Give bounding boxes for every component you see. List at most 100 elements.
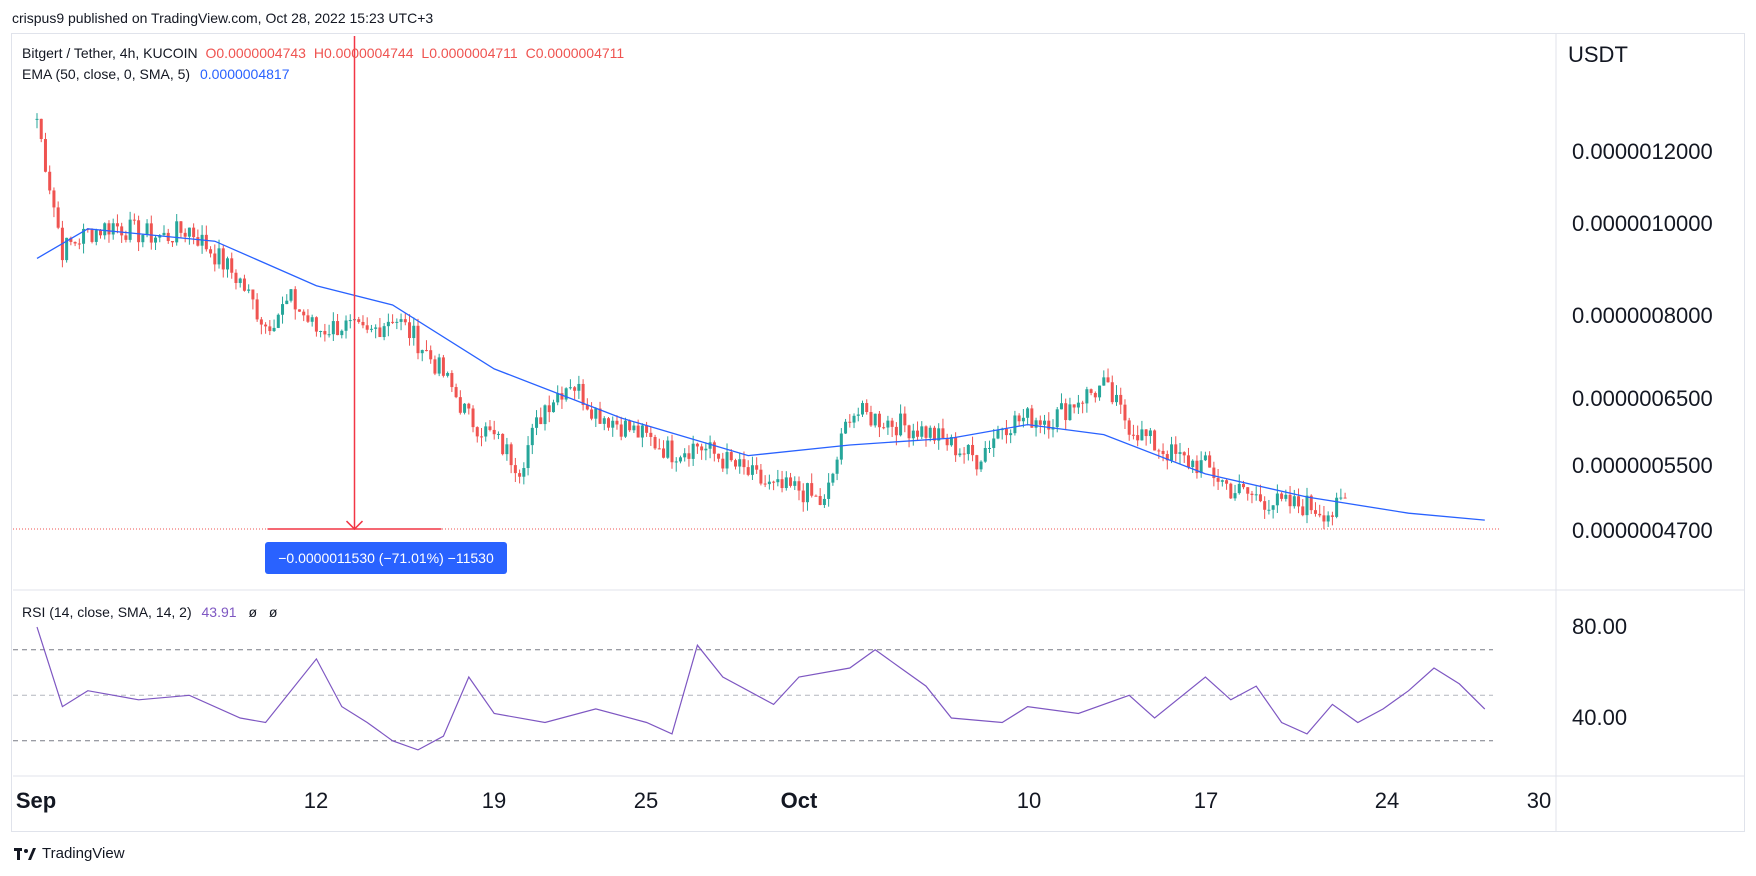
candle-body: [39, 118, 43, 140]
candle-body: [73, 241, 77, 244]
ema-legend[interactable]: EMA (50, close, 0, SMA, 5) 0.0000004817: [22, 66, 290, 82]
candle-body: [607, 418, 610, 428]
candle-body: [623, 420, 627, 437]
candle-body: [1017, 415, 1021, 422]
candle-body: [369, 328, 373, 330]
candle-body: [746, 467, 750, 475]
candle-body: [1072, 404, 1076, 408]
candle-body: [1271, 505, 1275, 510]
candle-body: [1034, 420, 1038, 428]
candle-body: [958, 453, 962, 456]
candle-body: [441, 357, 445, 376]
candle-body: [784, 477, 788, 489]
candle-body: [255, 299, 259, 320]
candle-body: [1242, 483, 1245, 488]
candle-body: [670, 440, 674, 463]
publisher-line: crispus9 published on TradingView.com, O…: [12, 10, 434, 26]
candle-body: [911, 430, 915, 439]
candle-body: [454, 387, 458, 398]
candle-body: [1301, 506, 1305, 516]
candle-body: [861, 403, 864, 415]
price-tick: 0.0000005500: [1572, 453, 1713, 478]
candle-body: [805, 483, 809, 503]
candle-body: [924, 426, 928, 438]
candle-body: [971, 444, 975, 456]
candle-body: [128, 219, 132, 240]
candle-body: [496, 433, 500, 435]
candle-body: [323, 331, 327, 335]
candle-body: [932, 427, 936, 441]
candle-body: [793, 481, 797, 486]
measure-label[interactable]: −0.0000011530 (−71.01%) −11530: [265, 542, 507, 574]
candle-body: [678, 457, 682, 462]
candle-body: [1165, 454, 1169, 461]
candle-body: [509, 444, 513, 466]
candle-body: [94, 230, 98, 242]
candle-body: [772, 481, 776, 483]
candle-body: [297, 309, 301, 312]
candle-body: [115, 223, 119, 227]
candle-body: [48, 171, 52, 191]
candle-body: [996, 430, 1000, 439]
candle-body: [581, 383, 585, 406]
candle-body: [272, 327, 276, 332]
candle-body: [107, 223, 111, 235]
candle-body: [628, 420, 632, 431]
candle-body: [949, 437, 953, 446]
rsi-tick: 80.00: [1572, 614, 1628, 639]
candle-body: [1115, 394, 1118, 403]
candle-body: [1178, 452, 1182, 454]
candle-body: [632, 425, 636, 431]
candle-body: [822, 498, 826, 505]
candle-body: [1021, 417, 1025, 422]
candle-body: [543, 405, 547, 425]
candle-body: [865, 403, 869, 413]
price-unit-label: USDT: [1568, 42, 1628, 67]
rsi-legend[interactable]: RSI (14, close, SMA, 14, 2) 43.91 ø ø: [22, 604, 277, 620]
candle-body: [1335, 497, 1339, 517]
candle-body: [1267, 509, 1271, 511]
candle-body: [1275, 493, 1279, 506]
candle-body: [873, 413, 877, 426]
candle-body: [742, 459, 746, 468]
candle-body: [505, 444, 509, 455]
candle-body: [458, 397, 462, 413]
candle-body: [1140, 429, 1144, 441]
candle-body: [1157, 450, 1161, 452]
candle-body: [276, 314, 280, 328]
candle-body: [975, 455, 979, 470]
candle-body: [1174, 444, 1178, 454]
candle-body: [966, 444, 970, 455]
candle-body: [120, 226, 124, 236]
candle-body: [344, 320, 348, 331]
candle-body: [1055, 409, 1059, 428]
candle-body: [1263, 501, 1267, 510]
candle-body: [551, 402, 555, 413]
candle-body: [755, 465, 759, 470]
time-tick: 19: [481, 788, 507, 813]
candle-body: [903, 413, 907, 426]
candle-body: [1208, 455, 1212, 468]
price-tick: 0.0000006500: [1572, 386, 1713, 411]
candle-body: [729, 452, 733, 461]
candle-body: [1089, 389, 1093, 393]
candle-body: [179, 221, 183, 233]
candle-body: [424, 350, 428, 352]
time-tick: Sep: [15, 788, 57, 813]
candle-body: [1004, 428, 1008, 436]
candle-body: [674, 461, 678, 463]
candle-body: [827, 482, 831, 499]
candle-body: [1064, 403, 1068, 421]
candle-body: [844, 421, 848, 434]
candle-body: [890, 420, 894, 427]
candle-body: [831, 473, 835, 483]
candle-body: [1093, 392, 1097, 398]
candle-body: [1013, 415, 1017, 434]
brand-footer[interactable]: TradingView: [14, 845, 125, 862]
candle-body: [767, 481, 771, 485]
symbol-name[interactable]: Bitgert / Tether, 4h, KUCOIN: [22, 45, 198, 61]
candle-body: [615, 420, 619, 425]
candle-body: [378, 327, 382, 338]
candle-body: [1343, 497, 1347, 499]
